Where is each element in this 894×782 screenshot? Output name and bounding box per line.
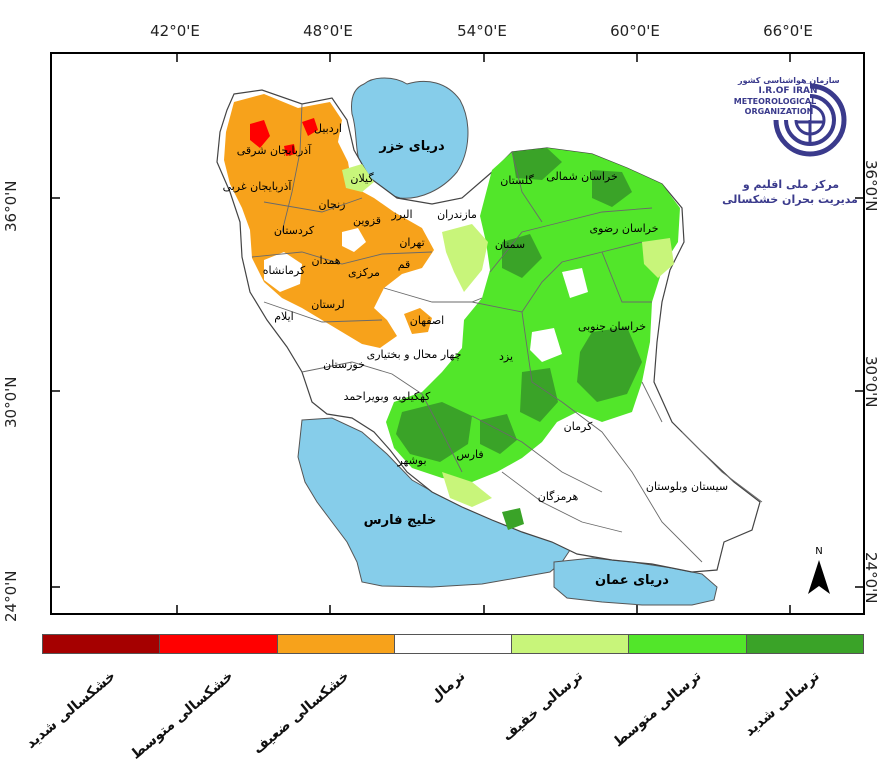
legend-label-light-wet: ترسالی خفیف: [499, 668, 587, 745]
logo-center-line2: مدیریت بحران خشکسالی: [722, 193, 858, 206]
province-label-semnan: سمنان: [495, 238, 525, 251]
province-label-west-azarbaijan: آذربایجان غربی: [223, 179, 293, 193]
drought-weak-patch-isfahan: [404, 308, 432, 334]
wet-strong-patch: [520, 368, 558, 422]
lon-tick-66: 66°0'E: [763, 22, 813, 40]
province-label-east-azarbaijan: آذربایجان شرقی: [237, 143, 312, 157]
logo-line3: ORGANIZATION: [744, 107, 814, 116]
legend-label-severe-drought: خشکسالی شدید: [22, 668, 119, 752]
normal-patch: [530, 328, 562, 362]
province-label-golestan: گلستان: [500, 174, 534, 187]
province-label-markazi: مرکزی: [348, 266, 380, 279]
caspian-label: دریای خزر: [378, 139, 445, 154]
province-label-kermanshah: کرمانشاه: [263, 264, 306, 277]
province-label-bushehr: بوشهر: [396, 454, 426, 467]
legend-swatch-moderate-drought: [160, 635, 278, 653]
province-label-hamadan: همدان: [311, 254, 340, 267]
wet-light-area: [442, 224, 488, 292]
wet-strong-patch: [396, 402, 472, 462]
wet-light-area: [442, 472, 492, 507]
oman-sea-label: دریای عمان: [595, 573, 669, 588]
province-label-alborz: البرز: [390, 208, 412, 221]
normal-patch: [562, 268, 588, 298]
legend-label-severe-wet: ترسالی شدید: [741, 668, 823, 740]
province-label-isfahan: اصفهان: [410, 314, 444, 327]
province-label-chaharmahal: چهار محال و بختیاری: [367, 348, 462, 361]
province-label-kerman: کرمان: [564, 420, 593, 433]
lat-tick-left-24: 24°0'N: [2, 570, 20, 622]
province-borders: [251, 103, 763, 563]
caspian-sea: [351, 77, 469, 199]
wet-strong-patch: [577, 327, 642, 402]
lat-tick-left-36: 36°0'N: [2, 180, 20, 232]
province-label-razavi-khorasan: خراسان رضوی: [589, 222, 658, 235]
province-label-fars: فارس: [456, 448, 483, 461]
legend-bar: [42, 634, 864, 654]
lon-tick-54: 54°0'E: [457, 22, 507, 40]
province-label-mazandaran: مازندران: [437, 208, 477, 221]
tick-marks: [52, 54, 863, 613]
legend-label-moderate-wet: ترسالی متوسط: [610, 668, 705, 751]
meteorological-organization-logo: [770, 83, 847, 157]
wet-strong-patch: [592, 170, 632, 207]
legend-label-weak-drought: خشکسالی ضعیف: [250, 668, 353, 758]
logo-line1: I.R.OF IRAN: [758, 86, 818, 96]
lon-tick-60: 60°0'E: [610, 22, 660, 40]
drought-moderate-spot: [284, 144, 296, 156]
province-label-hormozgan: هرمزگان: [538, 490, 579, 503]
province-labels: اردبیل آذربایجان شرقی آذربایجان غربی گیل…: [223, 122, 729, 503]
province-label-gilan: گیلان: [350, 172, 374, 185]
province-label-yazd: یزد: [499, 350, 513, 363]
province-label-qom: قم: [398, 258, 411, 271]
province-label-tehran: تهران: [399, 236, 424, 249]
wet-strong-patch: [480, 414, 517, 454]
wet-strong-patch: [502, 508, 524, 530]
lon-tick-42: 42°0'E: [150, 22, 200, 40]
lon-tick-48: 48°0'E: [303, 22, 353, 40]
wet-light-gilan: [342, 164, 374, 192]
legend-swatch-severe-wet: [746, 635, 863, 653]
normal-patch: [342, 228, 366, 252]
province-label-khuzestan: خوزستان: [323, 358, 365, 371]
persian-gulf: [297, 417, 571, 588]
north-arrow-label: N: [815, 546, 822, 557]
province-label-north-khorasan: خراسان شمالی: [546, 170, 618, 183]
province-label-ardabil: اردبیل: [314, 122, 342, 135]
map-frame: دریای خزر خلیج فارس دریای عمان اردبیل آذ…: [50, 52, 865, 615]
legend-swatch-normal: [394, 635, 513, 653]
province-label-zanjan: زنجان: [319, 198, 346, 211]
province-label-lorestan: لرستان: [311, 298, 344, 311]
drought-moderate-spot: [250, 120, 270, 148]
legend-swatch-weak-drought: [277, 635, 395, 653]
province-label-qazvin: قزوین: [353, 214, 381, 227]
province-label-kurdistan: کردستان: [274, 224, 315, 237]
logo-center-line1: مرکز ملی اقلیم و: [742, 178, 840, 191]
drought-map: دریای خزر خلیج فارس دریای عمان اردبیل آذ…: [52, 54, 863, 613]
north-arrow-icon: N: [808, 546, 830, 594]
logo-line2: METEOROLOGICAL: [733, 97, 817, 106]
legend-swatch-light-wet: [512, 635, 630, 653]
legend-swatch-severe-drought: [43, 635, 161, 653]
drought-moderate-spot: [302, 118, 318, 136]
lat-tick-left-30: 30°0'N: [2, 376, 20, 428]
normal-patch: [264, 252, 302, 292]
persian-gulf-label: خلیج فارس: [364, 513, 437, 528]
legend-label-normal: نرمال: [427, 668, 469, 706]
province-label-south-khorasan: خراسان جنوبی: [578, 320, 646, 333]
wet-strong-patch: [512, 148, 562, 180]
legend-label-moderate-drought: خشکسالی متوسط: [127, 668, 237, 763]
province-label-sistan: سیستان وبلوستان: [646, 480, 728, 493]
province-label-ilam: ایلام: [274, 310, 294, 323]
logo-small-title: سازمان هواشناسی کشور: [738, 76, 840, 85]
legend-swatch-moderate-wet: [629, 635, 747, 653]
wet-light-area: [642, 238, 674, 278]
province-label-kohgiluyeh: کهکیلویه وبویراحمد: [344, 390, 431, 403]
